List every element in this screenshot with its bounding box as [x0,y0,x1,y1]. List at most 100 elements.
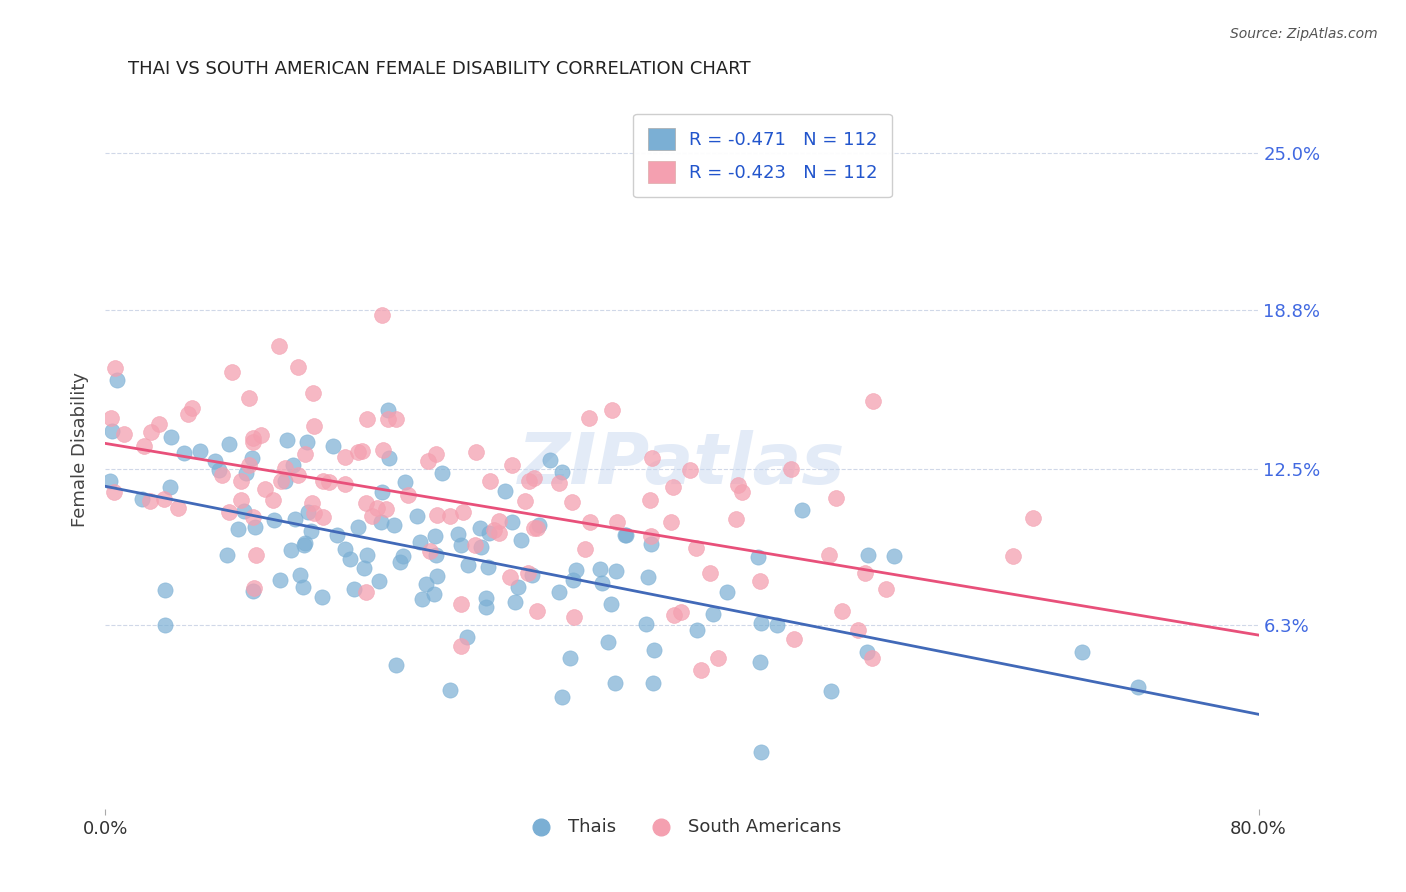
Point [824,491,846,505]
Point [235,466,257,480]
Point [614,528,637,542]
Point [640,529,662,543]
Point [217,549,239,563]
Point [464,538,486,552]
Point [233,504,256,518]
Point [451,505,474,519]
Point [103,485,125,500]
Point [779,462,801,476]
Point [292,580,315,594]
Text: Source: ZipAtlas.com: Source: ZipAtlas.com [1230,27,1378,41]
Point [1002,549,1025,564]
Point [322,439,344,453]
Point [371,308,394,322]
Point [242,581,264,595]
Point [477,559,499,574]
Point [605,564,627,578]
Point [304,419,326,434]
Point [478,525,501,540]
Point [346,520,368,534]
Point [468,521,491,535]
Point [527,517,550,532]
Point [141,425,163,440]
Point [294,536,316,550]
Point [318,475,340,490]
Point [447,526,470,541]
Point [371,442,394,457]
Point [112,427,135,442]
Point [731,484,754,499]
Point [242,435,264,450]
Point [702,607,724,621]
Point [858,548,880,562]
Point [591,575,613,590]
Point [547,584,569,599]
Point [766,618,789,632]
Point [377,412,399,426]
Point [600,403,623,417]
Point [98,474,121,488]
Point [221,365,243,379]
Point [333,542,356,557]
Point [294,447,316,461]
Point [671,605,693,619]
Text: ZIPatlas: ZIPatlas [519,430,845,499]
Point [287,468,309,483]
Point [366,501,388,516]
Point [862,394,884,409]
Point [853,566,876,581]
Point [426,569,449,583]
Point [267,339,290,353]
Point [347,444,370,458]
Point [564,563,586,577]
Point [600,597,623,611]
Point [517,475,540,489]
Point [153,492,176,507]
Point [335,477,357,491]
Point [371,485,394,500]
Point [377,403,399,417]
Point [100,411,122,425]
Point [749,655,772,669]
Point [423,529,446,543]
Point [439,509,461,524]
Point [354,585,377,599]
Point [302,385,325,400]
Point [475,599,498,614]
Point [280,543,302,558]
Point [690,663,713,677]
Point [875,582,897,596]
Point [727,478,749,492]
Point [284,512,307,526]
Point [385,412,408,426]
Point [211,468,233,483]
Point [276,433,298,447]
Point [245,548,267,562]
Point [242,509,264,524]
Point [392,549,415,563]
Point [304,506,326,520]
Point [405,509,427,524]
Point [167,500,190,515]
Point [614,527,637,541]
Point [501,516,523,530]
Point [411,591,433,606]
Point [561,495,583,509]
Point [262,492,284,507]
Point [274,474,297,488]
Point [242,431,264,445]
Point [396,488,419,502]
Point [643,676,665,690]
Point [661,480,683,494]
Point [464,445,486,459]
Point [574,542,596,557]
Point [240,451,263,466]
Point [475,591,498,605]
Point [551,690,574,704]
Point [526,604,548,618]
Point [685,541,707,555]
Point [606,515,628,529]
Point [749,745,772,759]
Point [482,524,505,538]
Point [751,616,773,631]
